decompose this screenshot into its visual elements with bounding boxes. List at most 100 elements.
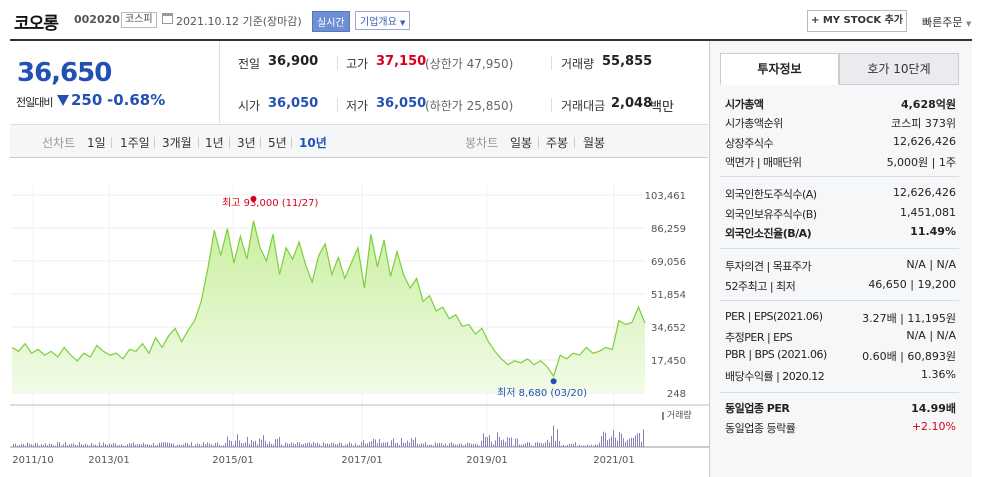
chevron-down-icon: ▼ — [400, 19, 406, 27]
volume-bar — [475, 443, 476, 447]
volume-bar — [181, 445, 182, 447]
volume-bar — [405, 442, 406, 447]
volume-bar — [561, 445, 562, 447]
period-5y[interactable]: 5년 — [268, 136, 287, 150]
volume-bar — [335, 443, 336, 447]
quick-order-button[interactable]: 빠른주문 ▼ — [922, 14, 971, 30]
volume-bar — [23, 443, 24, 447]
price-chart[interactable]: 103,461 86,259 69,056 51,854 34,652 17,450 248… — [0, 0, 710, 477]
period-1y[interactable]: 1년 — [205, 136, 224, 150]
panel-divider — [720, 392, 959, 393]
divider — [154, 137, 155, 148]
volume-bar — [109, 443, 110, 447]
period-3y[interactable]: 3년 — [237, 136, 256, 150]
volume-bar — [639, 433, 640, 447]
volume-bar — [127, 444, 128, 447]
volume-bar — [451, 442, 452, 447]
volume-bar — [177, 444, 178, 447]
divider — [551, 56, 552, 70]
candle-monthly[interactable]: 월봉 — [583, 136, 606, 150]
volume-bar — [141, 444, 142, 447]
panel-row: 외국인보유주식수(B) — [725, 206, 955, 222]
volume-bar — [241, 442, 242, 447]
volume-bar — [283, 445, 284, 447]
panel-row: PBR | BPS (2021.06) — [725, 348, 955, 361]
tab-order-book[interactable]: 호가 10단계 — [839, 53, 959, 85]
volume-bar — [535, 442, 536, 447]
volume-bar — [477, 444, 478, 447]
volume-bar — [449, 443, 450, 447]
change-percent: -0.68% — [107, 91, 166, 109]
realtime-button[interactable]: 실시간 — [312, 11, 350, 32]
volume-bar — [437, 443, 438, 447]
volume-bar — [493, 444, 494, 447]
period-1w[interactable]: 1주일 — [120, 136, 150, 150]
panel-row-label: 상장주식수 — [725, 137, 774, 150]
panel-divider — [720, 300, 959, 301]
candle-daily[interactable]: 일봉 — [510, 136, 533, 150]
volume-bar — [37, 443, 38, 447]
volume-bar — [517, 438, 518, 447]
volume-bar — [595, 444, 596, 447]
volume-bar — [219, 444, 220, 447]
volume-bar — [339, 442, 340, 447]
panel-row: 시가총액순위 — [725, 115, 955, 131]
panel-row-value: 0.60배 | 60,893원 — [862, 350, 956, 363]
my-stock-button[interactable]: + MY STOCK 추가 — [807, 10, 907, 32]
period-3m[interactable]: 3개월 — [162, 136, 192, 150]
volume-bar — [125, 445, 126, 447]
volume-bar — [541, 442, 542, 447]
volume-bar — [641, 441, 642, 447]
volume-bar — [501, 440, 502, 447]
volume-bar — [471, 443, 472, 447]
volume-bar — [357, 445, 358, 447]
volume-bar — [261, 439, 262, 447]
volume-bar — [351, 443, 352, 447]
volume-bar — [291, 442, 292, 447]
volume-bar — [293, 443, 294, 447]
volume-bar — [167, 442, 168, 447]
x-tick-label: 2011/10 — [12, 455, 54, 466]
volume-bar — [19, 445, 20, 447]
panel-row-label: 외국인소진율(B/A) — [725, 227, 812, 240]
x-tick-label: 2019/01 — [466, 455, 508, 466]
panel-divider — [720, 248, 959, 249]
volume-bar — [439, 442, 440, 447]
divider — [111, 137, 112, 148]
volume-bar — [301, 444, 302, 447]
volume-bar — [209, 443, 210, 447]
panel-row-label: 시가총액 — [725, 98, 764, 111]
volume-bar — [29, 443, 30, 447]
divider — [538, 137, 539, 148]
company-overview-button[interactable]: 기업개요 ▼ — [355, 11, 411, 30]
change-label: 전일대비 — [16, 96, 53, 109]
panel-row-value: 12,626,426 — [893, 135, 956, 148]
volume-bar — [557, 429, 558, 447]
volume-bar — [507, 437, 508, 447]
volume-bar — [75, 444, 76, 447]
divider — [291, 137, 292, 148]
volume-bar — [433, 445, 434, 447]
volume-bar — [97, 445, 98, 447]
volume-bar — [89, 445, 90, 447]
volume-bar — [327, 443, 328, 447]
volume-bar — [129, 443, 130, 447]
volume-bar — [345, 444, 346, 447]
period-10y[interactable]: 10년 — [299, 136, 327, 150]
volume-bar — [273, 444, 274, 447]
volume-bar — [213, 445, 214, 447]
volume-bar — [333, 442, 334, 447]
tab-investment-info[interactable]: 투자정보 — [720, 53, 839, 85]
divider — [551, 98, 552, 112]
volume-bar — [553, 425, 554, 447]
volume-bar — [365, 443, 366, 447]
volume-bar — [253, 441, 254, 447]
volume-bar — [391, 440, 392, 447]
volume-bar — [579, 444, 580, 447]
volume-bar — [95, 444, 96, 447]
volume-bar — [347, 444, 348, 447]
candle-weekly[interactable]: 주봉 — [546, 136, 569, 150]
volume-bar — [459, 443, 460, 447]
volume-bar — [307, 442, 308, 447]
period-1d[interactable]: 1일 — [87, 136, 106, 150]
